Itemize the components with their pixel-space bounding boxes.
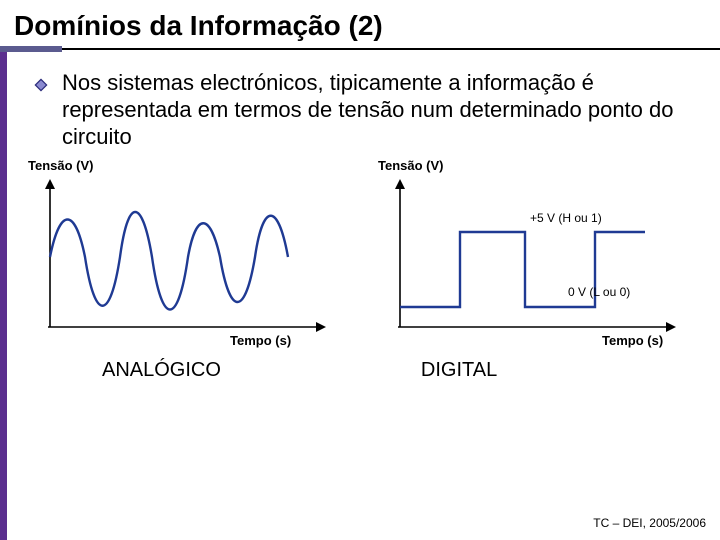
analog-chart: Tensão (V) Tempo (s) bbox=[20, 158, 350, 337]
charts-row: Tensão (V) Tempo (s) Tensão (V) bbox=[0, 150, 720, 337]
digital-plot: +5 V (H ou 1) 0 V (L ou 0) Tempo (s) bbox=[370, 177, 680, 337]
analog-x-axis-label: Tempo (s) bbox=[230, 333, 291, 348]
footer-text: TC – DEI, 2005/2006 bbox=[593, 516, 706, 530]
digital-high-annotation: +5 V (H ou 1) bbox=[530, 211, 602, 225]
page-title: Domínios da Informação (2) bbox=[14, 10, 706, 42]
analog-y-axis-label: Tensão (V) bbox=[28, 158, 350, 173]
analog-plot: Tempo (s) bbox=[20, 177, 330, 337]
digital-svg bbox=[370, 177, 680, 337]
title-bar: Domínios da Informação (2) bbox=[0, 0, 720, 46]
title-underline-thin bbox=[62, 48, 720, 50]
digital-domain-label: DIGITAL bbox=[421, 359, 497, 382]
digital-y-axis-label: Tensão (V) bbox=[378, 158, 700, 173]
analog-svg bbox=[20, 177, 330, 337]
body-text: Nos sistemas electrónicos, tipicamente a… bbox=[62, 70, 686, 150]
digital-low-annotation: 0 V (L ou 0) bbox=[568, 285, 630, 299]
diamond-bullet-icon bbox=[34, 78, 48, 92]
digital-x-axis-label: Tempo (s) bbox=[602, 333, 663, 348]
side-accent-strip bbox=[0, 52, 7, 540]
body-area: Nos sistemas electrónicos, tipicamente a… bbox=[0, 52, 720, 150]
bullet-row: Nos sistemas electrónicos, tipicamente a… bbox=[34, 70, 686, 150]
title-underline-accent bbox=[0, 46, 62, 52]
digital-chart: Tensão (V) +5 V (H ou 1) 0 V (L ou 0) Te… bbox=[370, 158, 700, 337]
analog-domain-label: ANALÓGICO bbox=[102, 359, 221, 382]
